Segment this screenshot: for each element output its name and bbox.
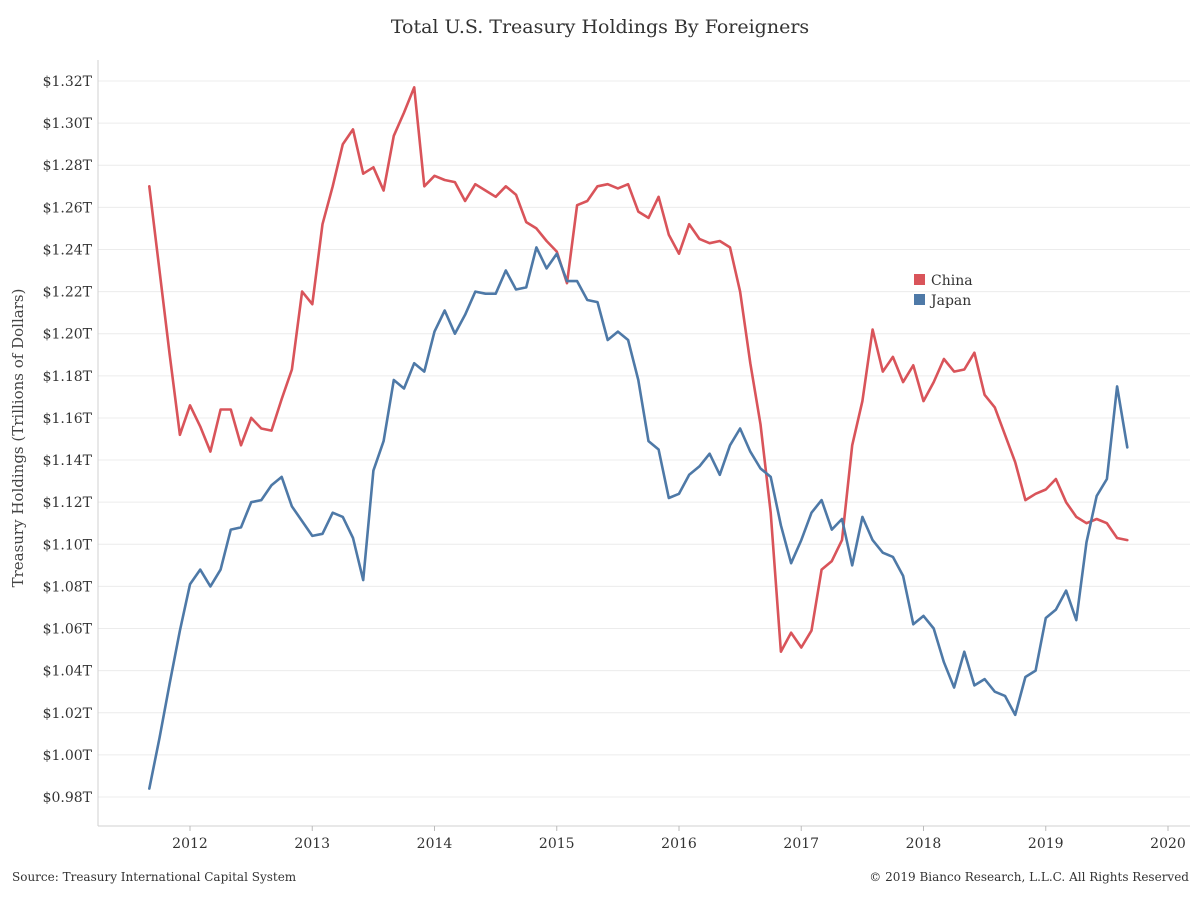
y-tick-label: $1.08T bbox=[43, 579, 93, 595]
y-tick-label: $1.32T bbox=[43, 74, 93, 90]
source-note: Source: Treasury International Capital S… bbox=[12, 870, 297, 884]
x-tick-label: 2016 bbox=[661, 836, 697, 852]
x-tick-label: 2012 bbox=[172, 836, 208, 852]
y-tick-label: $1.04T bbox=[43, 664, 93, 680]
y-tick-label: $1.26T bbox=[43, 200, 93, 216]
series-lines bbox=[148, 86, 1129, 790]
legend-label-japan: Japan bbox=[929, 293, 971, 309]
y-tick-label: $1.14T bbox=[43, 453, 93, 469]
x-tick-label: 2017 bbox=[783, 836, 819, 852]
x-tick-label: 2013 bbox=[294, 836, 330, 852]
y-tick-label: $1.12T bbox=[43, 495, 93, 511]
y-tick-label: $1.10T bbox=[43, 537, 93, 553]
x-axis-ticks: 2012 2013 2014 2015 2016 2017 2018 2019 2020 bbox=[172, 826, 1186, 852]
legend-label-china: China bbox=[931, 273, 973, 289]
y-tick-label: $1.30T bbox=[43, 116, 93, 132]
series-line-china bbox=[148, 86, 1129, 654]
gridlines bbox=[98, 80, 1190, 798]
legend: China Japan bbox=[914, 273, 973, 309]
copyright-note: © 2019 Bianco Research, L.L.C. All Right… bbox=[869, 870, 1189, 884]
x-tick-label: 2014 bbox=[417, 836, 453, 852]
y-tick-label: $1.28T bbox=[43, 158, 93, 174]
y-tick-label: $1.00T bbox=[43, 748, 93, 764]
axes bbox=[97, 60, 1190, 827]
y-tick-label: $1.02T bbox=[43, 706, 93, 722]
y-tick-label: $0.98T bbox=[43, 790, 93, 806]
x-tick-label: 2020 bbox=[1150, 836, 1186, 852]
y-tick-label: $1.24T bbox=[43, 242, 93, 258]
y-tick-label: $1.18T bbox=[43, 369, 93, 385]
x-tick-label: 2019 bbox=[1028, 836, 1064, 852]
legend-swatch-china bbox=[914, 274, 925, 285]
legend-swatch-japan bbox=[914, 294, 925, 305]
y-axis-ticks: $0.98T $1.00T $1.02T $1.04T $1.06T $1.08T $1.1… bbox=[43, 74, 93, 806]
y-tick-label: $1.06T bbox=[43, 622, 93, 638]
y-tick-label: $1.22T bbox=[43, 285, 93, 301]
x-tick-label: 2015 bbox=[539, 836, 575, 852]
y-tick-label: $1.20T bbox=[43, 327, 93, 343]
x-tick-label: 2018 bbox=[906, 836, 942, 852]
y-tick-label: $1.16T bbox=[43, 411, 93, 427]
chart-title: Total U.S. Treasury Holdings By Foreigne… bbox=[390, 16, 810, 38]
